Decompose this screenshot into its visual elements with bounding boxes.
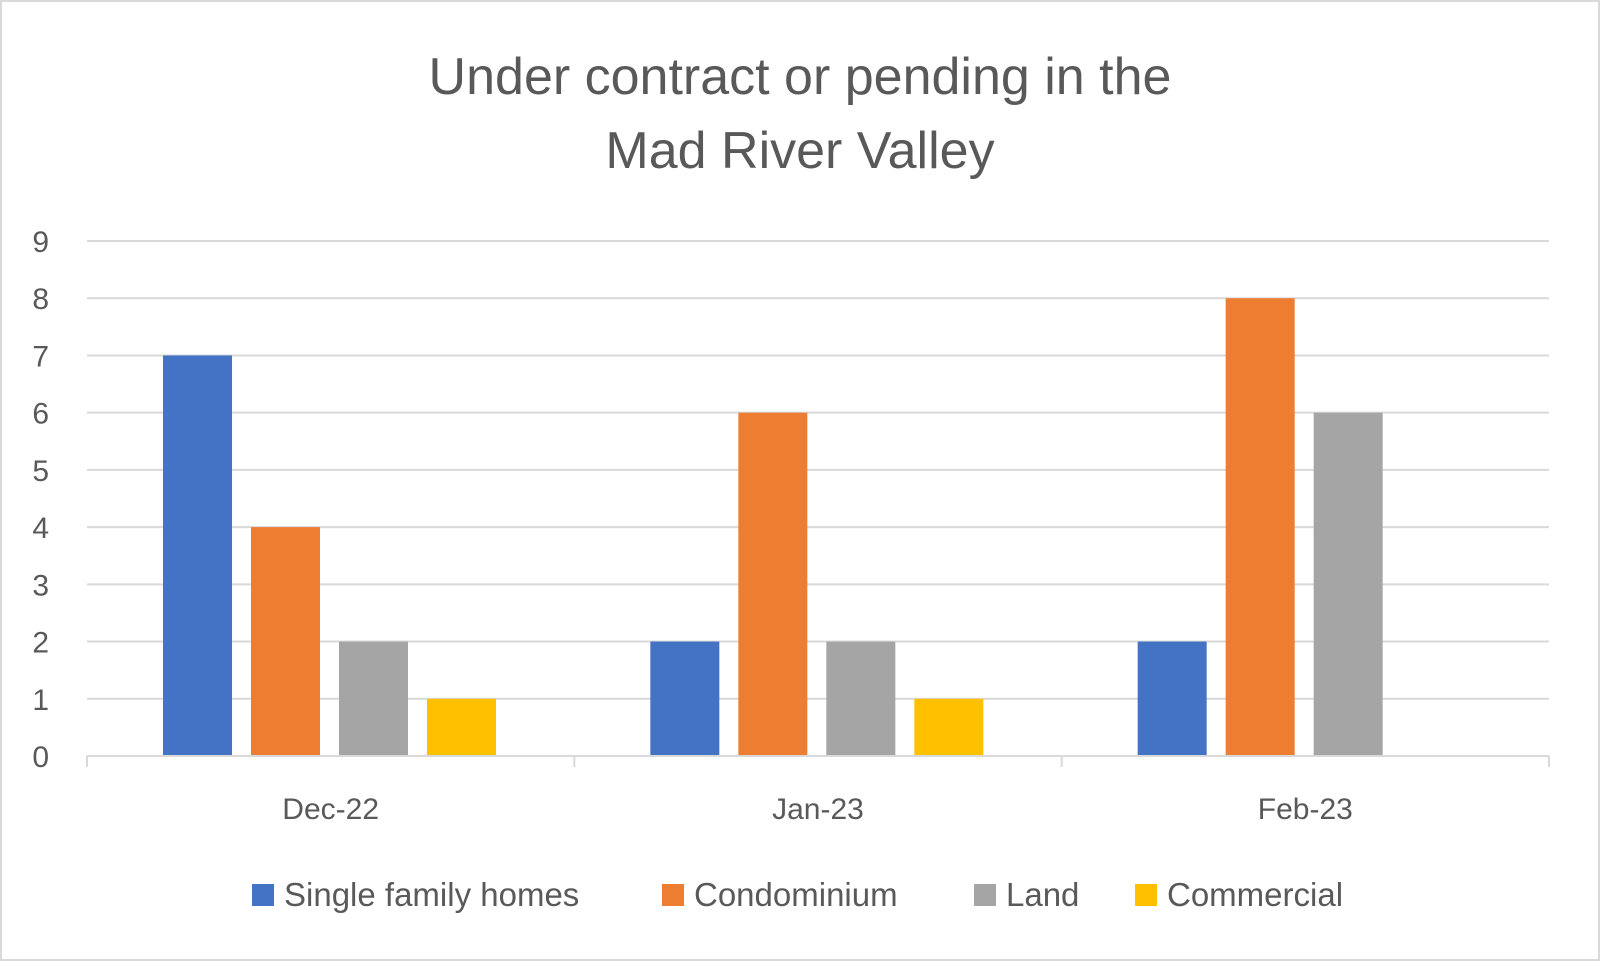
legend: Single family homes Condominium Land Commer… [252, 876, 1343, 913]
legend-label: Condominium [694, 876, 898, 913]
legend-label: Land [1006, 876, 1079, 913]
bar-single-family-homes [1137, 641, 1207, 756]
y-tick-label: 9 [32, 226, 49, 259]
x-tick-label: Dec-22 [282, 793, 379, 826]
bars [163, 298, 1383, 756]
legend-label: Single family homes [284, 876, 579, 913]
bar-single-family-homes [650, 641, 720, 756]
y-tick-label: 6 [32, 398, 49, 431]
bar-commercial [427, 698, 496, 756]
y-axis-ticks: 0 1 2 3 4 5 6 7 8 9 [32, 226, 49, 774]
legend-swatch [974, 884, 996, 906]
y-tick-label: 4 [32, 512, 49, 545]
bar-condominium [251, 527, 320, 756]
bar-condominium [1225, 298, 1295, 756]
y-tick-label: 0 [32, 741, 49, 774]
legend-label: Commercial [1167, 876, 1343, 913]
legend-swatch [1135, 884, 1157, 906]
y-tick-label: 8 [32, 283, 49, 316]
gridlines [87, 240, 1549, 700]
y-tick-label: 5 [32, 455, 49, 488]
chart-title: Under contract or pending in the Mad Riv… [429, 48, 1172, 180]
legend-swatch [252, 884, 274, 906]
bar-condominium [738, 412, 808, 756]
bar-land [1313, 412, 1383, 756]
y-tick-label: 7 [32, 340, 49, 373]
chart-title-line-1: Under contract or pending in the [429, 48, 1172, 106]
x-axis: Dec-22 Jan-23 Feb-23 [86, 755, 1550, 826]
y-tick-label: 1 [32, 684, 49, 717]
x-tick-label: Jan-23 [772, 793, 864, 826]
bar-commercial [914, 698, 984, 756]
y-tick-label: 3 [32, 569, 49, 602]
legend-swatch [662, 884, 684, 906]
bar-land [826, 641, 896, 756]
x-tick-label: Feb-23 [1258, 793, 1353, 826]
bar-land [339, 641, 408, 756]
y-tick-label: 2 [32, 627, 49, 660]
bar-single-family-homes [163, 355, 232, 756]
chart-title-line-2: Mad River Valley [605, 122, 994, 180]
